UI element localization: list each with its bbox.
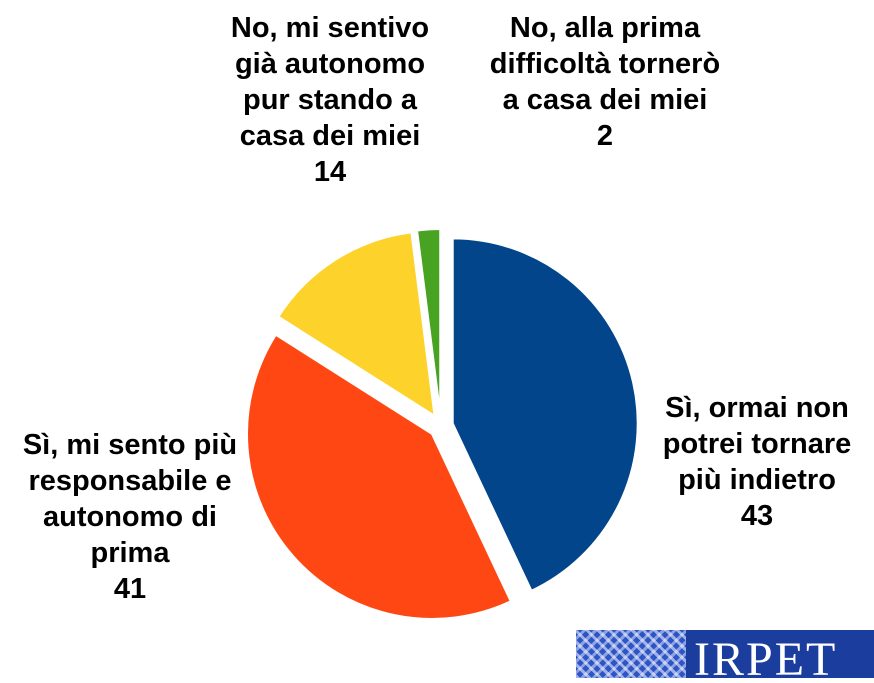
label-no-prima-difficolta-value: 2 bbox=[596, 120, 614, 152]
irpet-logo: IRPET bbox=[576, 630, 874, 678]
label-no-autonomo-value: 14 bbox=[313, 156, 347, 188]
logo-text: IRPET bbox=[694, 633, 838, 678]
label-no-autonomo: No, mi sentivo già autonomo pur stando a… bbox=[208, 10, 452, 190]
label-si-ormai: Sì, ormai non potrei tornare più indietr… bbox=[640, 390, 874, 534]
label-no-prima-difficolta: No, alla prima difficoltà tornerò a casa… bbox=[480, 10, 730, 154]
slice-no-prima-difficolta bbox=[415, 228, 442, 415]
label-si-ormai-value: 43 bbox=[740, 500, 774, 532]
label-no-prima-difficolta-text: No, alla prima difficoltà tornerò a casa… bbox=[489, 12, 721, 116]
label-si-responsabile-value: 41 bbox=[113, 573, 147, 605]
slice-si-responsabile bbox=[246, 333, 513, 620]
logo-emblem-icon bbox=[576, 630, 686, 678]
slice-si-ormai bbox=[451, 237, 639, 593]
label-si-responsabile-text: Sì, mi sento più responsabile e autonomo… bbox=[22, 429, 238, 569]
label-si-responsabile: Sì, mi sento più responsabile e autonomo… bbox=[12, 427, 248, 607]
label-no-autonomo-text: No, mi sentivo già autonomo pur stando a… bbox=[230, 12, 430, 152]
label-si-ormai-text: Sì, ormai non potrei tornare più indietr… bbox=[662, 392, 852, 496]
slice-no-autonomo bbox=[276, 231, 436, 418]
